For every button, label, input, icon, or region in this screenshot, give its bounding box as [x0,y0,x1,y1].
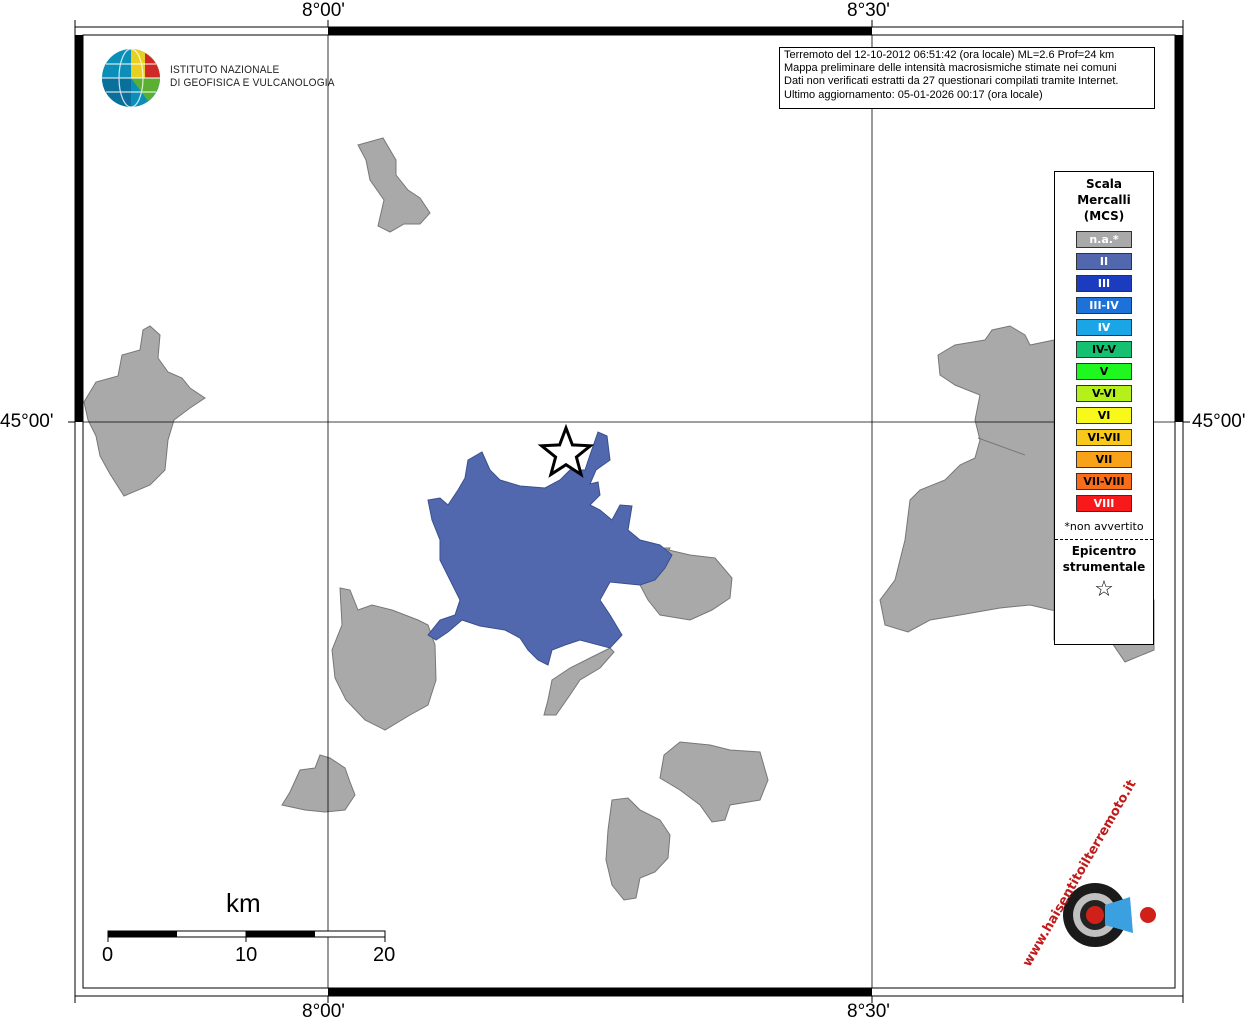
scale-tick-20: 20 [373,944,396,966]
event-info-box: Terremoto del 12-10-2012 06:51:42 (ora l… [779,47,1155,109]
ingv-globe-icon [102,48,160,108]
legend-epicenter-line1: Epicentro [1071,544,1137,558]
scale-tick-10: 10 [235,944,258,966]
frame-band-left [75,35,83,422]
scale-bar [107,930,386,942]
scale-tick-0: 0 [102,944,114,966]
municipalities-not-felt [83,137,1155,901]
legend-epicenter-label: Epicentro strumentale [1055,543,1153,575]
frame-band-bottom [328,988,872,996]
legend-star-icon: ☆ [1094,577,1114,602]
coord-right-45-00: 45°00' [1192,411,1246,432]
legend-item: VI [1076,407,1132,424]
legend-item: IV [1076,319,1132,336]
ingv-logo-line1: ISTITUTO NAZIONALE [170,64,280,76]
coord-top-8-00: 8°00' [302,0,345,21]
coord-top-8-30: 8°30' [847,0,890,21]
municipality-southeast [659,741,769,823]
coord-bottom-8-30: 8°30' [847,1001,890,1022]
mcs-legend: Scala Mercalli (MCS) n.a.* II III III-IV IV I… [1054,171,1154,645]
scale-unit-label: km [226,888,261,918]
legend-item: V [1076,363,1132,380]
legend-item: II [1076,253,1132,270]
frame-band-top [328,27,872,35]
legend-title-line1: Scala [1085,177,1123,191]
legend-item: III-IV [1076,297,1132,314]
epicenter-star [537,423,595,478]
graticule [83,35,1175,988]
municipality-south-strip [543,647,615,716]
legend-title-line2: Mercalli [1077,193,1131,207]
coord-left-45-00: 45°00' [0,411,54,432]
info-line-event: Terremoto del 12-10-2012 06:51:42 (ora l… [784,49,1115,61]
municipality-southwest [331,587,437,731]
legend-epicenter-line2: strumentale [1062,560,1146,574]
legend-title-line3: (MCS) [1083,209,1125,223]
municipality-south [605,797,671,901]
legend-note: *non avvertito [1055,520,1153,540]
ingv-logo-line2: DI GEOFISICA E VULCANOLOGIA [170,77,335,89]
legend-item: VI-VII [1076,429,1132,446]
municipality-west [83,325,206,497]
municipality-intensity-ii [427,431,673,666]
legend-item: IV-V [1076,341,1132,358]
municipality-internal-border [977,437,1026,456]
ingv-logo-text: ISTITUTO NAZIONALE DI GEOFISICA E VULCAN… [170,64,335,90]
legend-item: III [1076,275,1132,292]
legend-item: VII [1076,451,1132,468]
legend-item: VII-VIII [1076,473,1132,490]
municipality-far-southwest [281,754,356,813]
municipality-north [357,137,431,233]
info-line-updated: Ultimo aggiornamento: 05-01-2026 00:17 (… [784,88,1043,101]
legend-item: V-VI [1076,385,1132,402]
info-line-description: Mappa preliminare delle intensità macros… [784,62,1117,75]
coord-bottom-8-00: 8°00' [302,1001,345,1022]
hsit-logo-icon [1063,883,1156,947]
frame-band-right [1175,35,1183,422]
legend-intensity-list: n.a.* II III III-IV IV IV-V V V-VI VI VI-VII VII VI… [1055,231,1153,512]
legend-item: VIII [1076,495,1132,512]
municipality-east-large [879,325,1155,663]
info-line-data-source: Dati non verificati estratti da 27 quest… [784,75,1119,88]
legend-title: Scala Mercalli (MCS) [1055,176,1153,224]
legend-item: n.a.* [1076,231,1132,248]
